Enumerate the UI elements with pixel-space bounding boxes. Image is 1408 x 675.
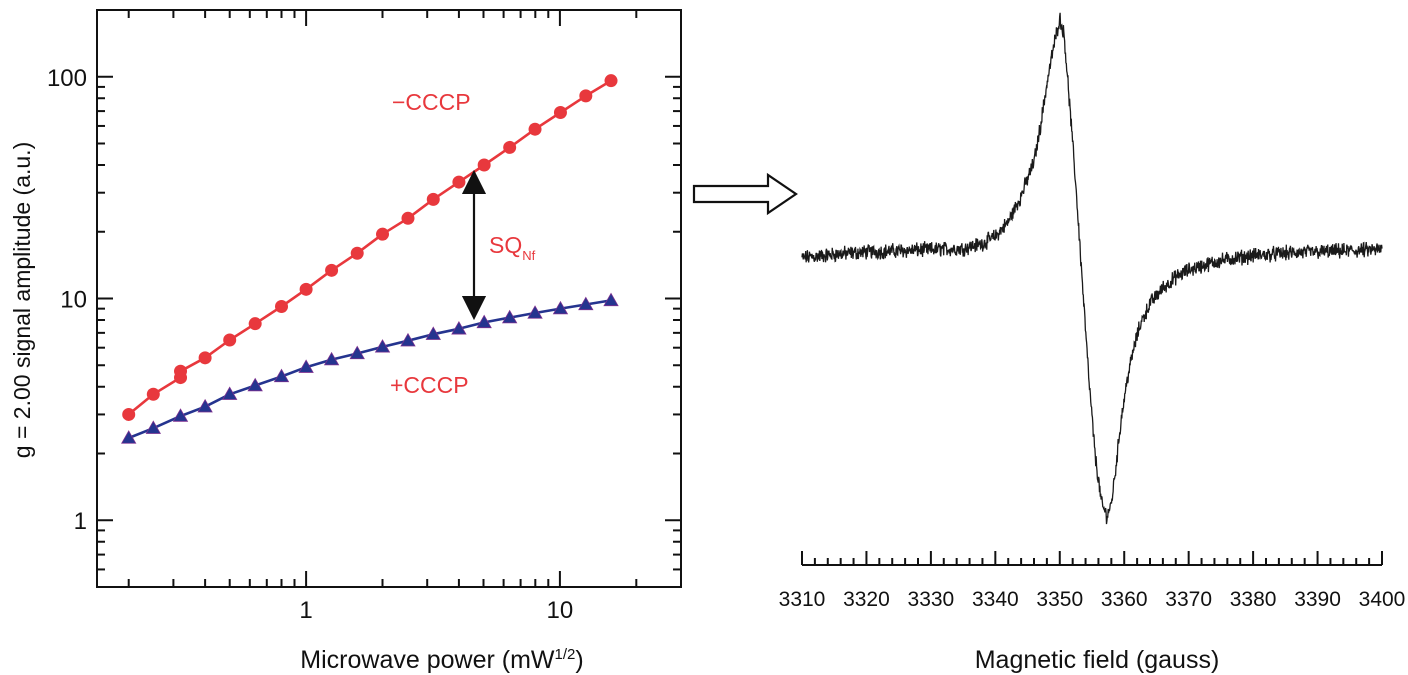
- y-tick-label: 1: [74, 508, 87, 535]
- data-point-plus-cccp: [247, 377, 263, 392]
- y-tick-label: 100: [47, 65, 87, 92]
- data-point-plus-cccp: [425, 326, 441, 340]
- data-point-minus-cccp: [223, 333, 237, 347]
- data-point-minus-cccp: [477, 158, 491, 172]
- data-point-plus-cccp: [578, 296, 594, 311]
- data-point-minus-cccp: [122, 407, 136, 421]
- tick-labels: 3310 3320 3330 3340 3350 3360 3370 3380 3390 3400: [779, 588, 1406, 611]
- x-axis-label-main: Microwave power (mW: [300, 646, 555, 674]
- epr-trace-line: [801, 12, 1383, 525]
- data-point-minus-cccp: [553, 105, 567, 119]
- data-point-plus-cccp: [374, 339, 391, 353]
- annotation-sq-subscript: Nf: [522, 248, 535, 263]
- data-point-plus-cccp: [145, 420, 161, 434]
- plot-frame: [96, 9, 682, 588]
- right-hollow-arrow-icon: [692, 172, 798, 216]
- data-point-minus-cccp: [426, 192, 440, 206]
- data-point-plus-cccp: [172, 408, 189, 422]
- data-point-plus-cccp: [501, 309, 518, 324]
- data-point-minus-cccp: [350, 246, 364, 260]
- data-point-plus-cccp: [298, 359, 314, 373]
- x-tick-label: 3330: [908, 588, 955, 611]
- data-point-minus-cccp: [528, 122, 542, 136]
- x-axis-label-superscript: 1/2: [555, 646, 576, 663]
- data-point-plus-cccp: [273, 368, 290, 383]
- x-tick-label: 3360: [1101, 588, 1148, 611]
- data-point-minus-cccp: [248, 317, 262, 331]
- data-point-minus-cccp: [146, 387, 160, 401]
- data-point-minus-cccp: [579, 89, 593, 103]
- spectrum-trace: [801, 12, 1383, 525]
- data-point-minus-cccp: [174, 364, 188, 378]
- annotation-sq-main: SQ: [489, 232, 522, 258]
- x-tick-label: 3380: [1230, 588, 1277, 611]
- y-tick-label: 10: [60, 287, 87, 314]
- data-point-minus-cccp: [452, 175, 466, 189]
- tick-labels: 1 10 1 10 100: [47, 65, 573, 624]
- data-point-minus-cccp: [376, 227, 390, 241]
- annotation-plus-cccp: +CCCP: [390, 372, 469, 398]
- x-tick-label: 3390: [1294, 588, 1341, 611]
- x-axis-label: Magnetic field (gauss): [975, 646, 1220, 674]
- x-tick-label: 3340: [972, 588, 1019, 611]
- annotation-minus-cccp: −CCCP: [392, 89, 471, 115]
- x-axis-label: Microwave power (mW1/2): [300, 646, 583, 674]
- data-point-minus-cccp: [299, 282, 313, 296]
- x-tick-label: 3350: [1036, 588, 1083, 611]
- axis-ticks: [801, 551, 1383, 565]
- x-tick-label: 3310: [779, 588, 826, 611]
- data-point-plus-cccp: [476, 314, 492, 329]
- x-tick-label: 3370: [1165, 588, 1212, 611]
- data-point-plus-cccp: [121, 430, 137, 444]
- data-point-minus-cccp: [198, 351, 212, 365]
- x-tick-label: 3400: [1359, 588, 1406, 611]
- saturation-chart: 1 10 1 10 100 g = 2.00 signal amplitude (a.u…: [9, 9, 682, 674]
- data-point-plus-cccp: [349, 345, 365, 360]
- y-axis-label: g = 2.00 signal amplitude (a.u.): [9, 142, 35, 458]
- data-point-minus-cccp: [401, 211, 415, 225]
- data-point-minus-cccp: [275, 300, 289, 314]
- data-point-minus-cccp: [325, 263, 339, 277]
- data-point-plus-cccp: [451, 321, 467, 335]
- x-tick-label: 1: [299, 597, 312, 624]
- axis-ticks: [97, 9, 682, 588]
- data-point-plus-cccp: [552, 300, 569, 315]
- fit-line-plus-cccp: [128, 299, 612, 440]
- data-point-plus-cccp: [527, 305, 543, 319]
- x-tick-label: 3320: [843, 588, 890, 611]
- data-point-minus-cccp: [503, 140, 517, 154]
- data-point-plus-cccp: [603, 292, 619, 307]
- data-point-plus-cccp: [222, 386, 238, 400]
- x-axis-label-end: ): [575, 646, 583, 674]
- data-markers: [121, 74, 619, 444]
- data-point-plus-cccp: [400, 332, 416, 347]
- data-point-plus-cccp: [197, 398, 213, 413]
- annotation-sq-nf: SQNf: [489, 232, 536, 263]
- x-tick-label: 10: [547, 597, 574, 624]
- data-point-minus-cccp: [604, 74, 618, 88]
- data-point-plus-cccp: [323, 351, 340, 366]
- epr-spectrum-chart: 3310 3320 3330 3340 3350 3360 3370 3380 3390 3400…: [779, 12, 1406, 674]
